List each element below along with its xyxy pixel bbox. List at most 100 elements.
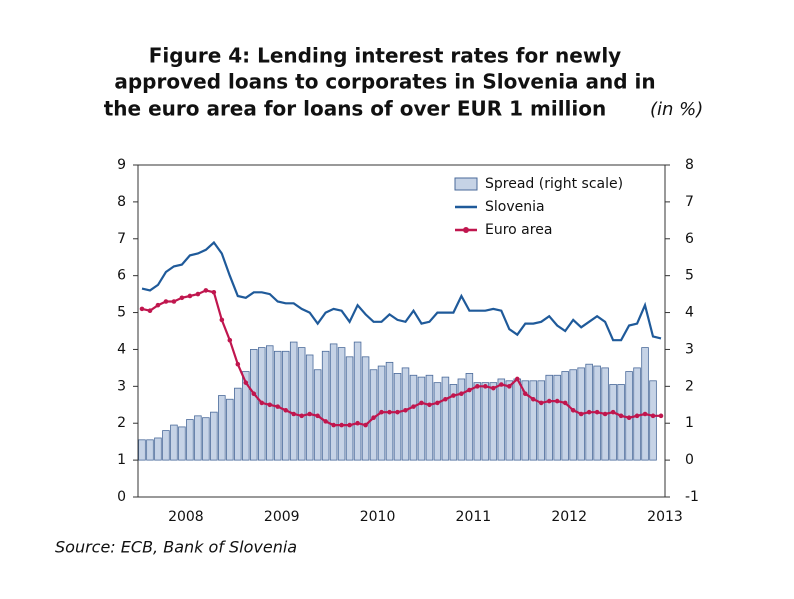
line (141, 240, 662, 342)
y-tick-label: 5 (117, 305, 126, 321)
marker (658, 413, 664, 419)
bar (194, 415, 202, 461)
title-note: (in %) (650, 99, 703, 120)
marker (299, 413, 304, 419)
bar (281, 350, 290, 461)
legend-label: Spread (right scale) (485, 176, 623, 192)
marker (339, 422, 344, 428)
marker (331, 422, 336, 428)
chart-title: Figure 4: Lending interest rates for new… (149, 44, 621, 68)
chart-title: approved loans to corporates in Slovenia… (114, 70, 655, 94)
marker (363, 422, 368, 428)
marker (251, 391, 257, 397)
bar (401, 367, 410, 461)
bar (553, 374, 561, 461)
marker (483, 384, 488, 389)
y2-tick-label: 1 (685, 415, 694, 431)
marker (139, 306, 145, 312)
y2-tick-label: 7 (685, 194, 694, 210)
bar (505, 380, 514, 461)
y2-tick-label: -1 (685, 489, 699, 505)
marker (586, 409, 592, 415)
bar (321, 350, 330, 461)
y-tick-label: 3 (117, 378, 126, 394)
bar (425, 374, 434, 461)
marker (227, 337, 233, 343)
marker (219, 317, 225, 323)
marker (506, 384, 512, 389)
bar (417, 376, 426, 461)
x-tick-label: 2010 (360, 509, 396, 525)
y-tick-label: 7 (117, 231, 126, 247)
marker (355, 420, 360, 426)
bar (649, 380, 657, 461)
bar (361, 356, 370, 461)
marker (514, 376, 520, 382)
y-tick-label: 0 (117, 489, 126, 505)
bar (617, 384, 625, 461)
marker (203, 288, 209, 293)
marker (427, 402, 432, 408)
marker (411, 404, 416, 409)
bar (473, 382, 482, 461)
bar (529, 380, 538, 461)
x-tick-label: 2012 (551, 509, 587, 525)
bar (242, 371, 250, 461)
bar (337, 347, 346, 461)
marker (602, 411, 608, 417)
x-tick-label: 2008 (168, 509, 204, 525)
marker (195, 291, 201, 297)
plot-frame (137, 164, 666, 498)
marker (443, 396, 448, 402)
bar (353, 341, 362, 461)
marker (642, 411, 648, 417)
bar (561, 371, 569, 461)
y-tick-label: 1 (117, 452, 126, 468)
marker (155, 302, 161, 308)
marker (459, 391, 464, 397)
bar (465, 373, 474, 461)
bar (154, 437, 162, 461)
marker (634, 413, 640, 419)
bar (178, 426, 186, 461)
bar (457, 378, 466, 461)
marker (347, 422, 352, 428)
marker (475, 384, 480, 389)
marker (307, 411, 312, 417)
marker (403, 408, 408, 413)
marker (451, 393, 456, 398)
bar (521, 380, 530, 461)
bar (250, 349, 258, 461)
marker (530, 396, 536, 402)
marker (562, 400, 568, 406)
legend-label: Slovenia (485, 199, 545, 215)
marker (499, 382, 504, 387)
legend-label: Euro area (485, 222, 552, 238)
bar (210, 411, 218, 461)
marker (243, 380, 249, 385)
bar (226, 398, 234, 461)
bar (433, 382, 442, 461)
marker (578, 411, 584, 417)
marker (554, 398, 560, 404)
bar (170, 424, 178, 461)
y2-tick-label: 6 (685, 231, 694, 247)
marker (315, 413, 320, 419)
marker (379, 409, 384, 415)
bar (162, 430, 170, 461)
marker (387, 409, 392, 415)
y2-tick-label: 0 (685, 452, 694, 468)
marker (419, 400, 424, 406)
marker (267, 402, 273, 408)
bar (537, 380, 545, 461)
source: Source: ECB, Bank of Slovenia (55, 538, 297, 557)
bar (186, 419, 194, 461)
marker (275, 404, 281, 409)
marker (171, 299, 177, 304)
bar (449, 384, 458, 461)
chart-title: the euro area for loans of over EUR 1 mi… (104, 97, 607, 121)
marker (395, 409, 400, 415)
bar (409, 374, 418, 461)
y-tick-label: 8 (117, 194, 126, 210)
